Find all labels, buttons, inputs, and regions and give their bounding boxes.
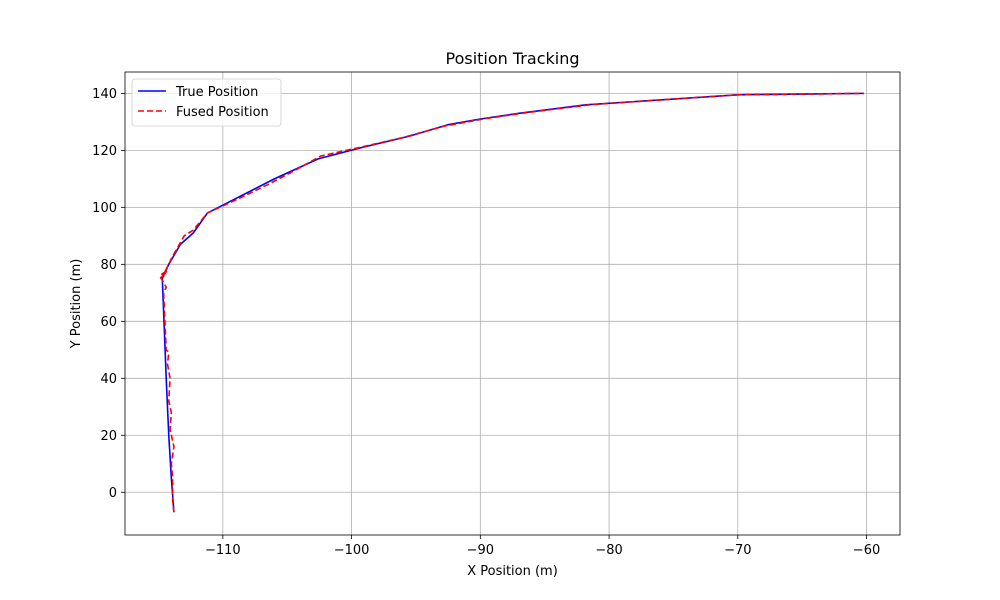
axis-ticks: −110 −100 −90 −80 −70 −60 0 20 40 60 80 100 120 140 — [92, 87, 880, 558]
y-tick-label: 0 — [109, 486, 117, 501]
legend: True Position Fused Position — [131, 78, 282, 127]
chart-title: Position Tracking — [446, 49, 580, 68]
plot-frame — [124, 71, 901, 536]
fused-position-line — [158, 92, 864, 513]
y-tick-label: 140 — [92, 87, 117, 102]
y-tick-label: 60 — [100, 315, 117, 330]
y-tick-label: 120 — [92, 144, 117, 159]
y-axis-label: Y Position (m) — [69, 259, 84, 350]
x-axis-label: X Position (m) — [467, 564, 558, 579]
x-tick-label: −110 — [205, 543, 241, 558]
y-tick-label: 20 — [100, 429, 117, 444]
x-tick-label: −60 — [853, 543, 880, 558]
y-tick-label: 100 — [92, 201, 117, 216]
legend-true-position-label: True Position — [175, 85, 258, 100]
true-position-line — [161, 92, 864, 513]
x-tick-label: −80 — [595, 543, 622, 558]
legend-fused-position-label: Fused Position — [176, 105, 269, 120]
x-tick-label: −70 — [724, 543, 751, 558]
grid-lines — [125, 72, 900, 535]
y-tick-label: 40 — [100, 372, 117, 387]
x-tick-label: −90 — [467, 543, 494, 558]
y-tick-label: 80 — [100, 258, 117, 273]
plot-series — [158, 92, 864, 513]
x-tick-label: −100 — [334, 543, 370, 558]
legend-box — [131, 78, 282, 127]
